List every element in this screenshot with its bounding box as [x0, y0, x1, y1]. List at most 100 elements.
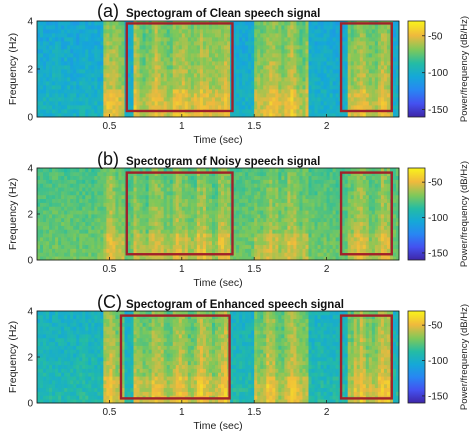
heatmap-cell [169, 105, 174, 110]
heatmap-cell [329, 81, 334, 86]
heatmap-cell [52, 237, 56, 242]
heatmap-cell [37, 101, 41, 106]
heatmap-cell [100, 29, 104, 34]
heatmap-cell [193, 53, 198, 58]
heatmap-cell [37, 113, 41, 118]
heatmap-cell [151, 49, 156, 54]
heatmap-cell [115, 175, 119, 180]
heatmap-cell [359, 113, 364, 118]
heatmap-cell [196, 256, 201, 261]
heatmap-cell [103, 77, 107, 82]
heatmap-cell [64, 183, 68, 188]
heatmap-cell [64, 168, 68, 173]
heatmap-cell [254, 175, 258, 180]
heatmap-cell [130, 183, 134, 188]
heatmap-cell [148, 57, 153, 62]
heatmap-cell [175, 225, 180, 230]
heatmap-cell [109, 77, 113, 82]
heatmap-cell [287, 97, 291, 102]
heatmap-cell [214, 89, 219, 94]
heatmap-cell [290, 105, 294, 110]
heatmap-cell [181, 105, 186, 110]
heatmap-cell [133, 233, 137, 238]
heatmap-cell [73, 252, 77, 257]
heatmap-cell [175, 221, 180, 226]
heatmap-cell [214, 168, 219, 173]
heatmap-cell [395, 73, 400, 78]
heatmap-cell [248, 252, 252, 257]
heatmap-cell [181, 244, 186, 249]
heatmap-cell [100, 41, 104, 46]
heatmap-cell [112, 206, 116, 211]
heatmap-cell [272, 210, 276, 215]
heatmap-cell [302, 25, 306, 30]
heatmap-cell [40, 206, 44, 211]
heatmap-cell [88, 57, 92, 62]
heatmap-cell [305, 73, 309, 78]
heatmap-cell [202, 198, 207, 203]
heatmap-cell [317, 41, 321, 46]
heatmap-cell [118, 53, 122, 58]
heatmap-cell [218, 202, 222, 207]
heatmap-cell [76, 217, 80, 223]
heatmap-cell [362, 73, 367, 78]
heatmap-cell [242, 171, 246, 177]
heatmap-cell [218, 113, 222, 118]
heatmap-cell [227, 194, 231, 200]
heatmap-cell [227, 168, 231, 173]
heatmap-cell [257, 187, 261, 192]
heatmap-cell [184, 237, 189, 242]
heatmap-cell [236, 65, 240, 70]
heatmap-cell [127, 53, 131, 58]
heatmap-cell [172, 73, 177, 78]
heatmap-cell [311, 65, 315, 70]
heatmap-cell [245, 179, 249, 184]
heatmap-cell [272, 25, 276, 30]
heatmap-cell [311, 57, 315, 62]
heatmap-cell [272, 191, 276, 196]
heatmap-cell [88, 171, 92, 177]
heatmap-cell [67, 77, 71, 82]
heatmap-cell [320, 21, 324, 26]
heatmap-cell [287, 61, 291, 66]
heatmap-cell [257, 33, 261, 38]
heatmap-cell [136, 45, 140, 50]
heatmap-cell [97, 45, 101, 50]
heatmap-cell [52, 41, 56, 46]
heatmap-cell [254, 217, 258, 223]
heatmap-cell [178, 41, 183, 46]
heatmap-cell [302, 93, 306, 98]
heatmap-cell [37, 45, 41, 50]
heatmap-cell [178, 191, 183, 196]
heatmap-cell [218, 210, 222, 215]
heatmap-cell [332, 33, 337, 38]
heatmap-cell [293, 61, 297, 66]
heatmap-cell [260, 248, 264, 253]
heatmap-cell [278, 41, 282, 46]
heatmap-cell [335, 69, 340, 74]
heatmap-cell [85, 25, 89, 30]
heatmap-cell [287, 168, 291, 173]
heatmap-cell [49, 29, 53, 34]
heatmap-cell [293, 29, 297, 34]
heatmap-cell [236, 233, 240, 238]
heatmap-cell [218, 101, 222, 106]
heatmap-cell [287, 217, 291, 223]
heatmap-cell [193, 206, 198, 211]
heatmap-cell [55, 221, 59, 226]
heatmap-cell [242, 21, 246, 26]
heatmap-cell [341, 25, 346, 30]
heatmap-cell [196, 187, 201, 192]
heatmap-cell [160, 175, 165, 180]
heatmap-cell [133, 183, 137, 188]
heatmap-cell [368, 61, 373, 66]
heatmap-cell [37, 206, 41, 211]
heatmap-cell [163, 202, 168, 207]
heatmap-cell [163, 97, 168, 102]
heatmap-cell [37, 65, 41, 70]
heatmap-cell [278, 214, 282, 219]
heatmap-cell [151, 105, 156, 110]
heatmap-cell [224, 175, 228, 180]
heatmap-cell [211, 105, 216, 110]
heatmap-cell [269, 85, 273, 90]
